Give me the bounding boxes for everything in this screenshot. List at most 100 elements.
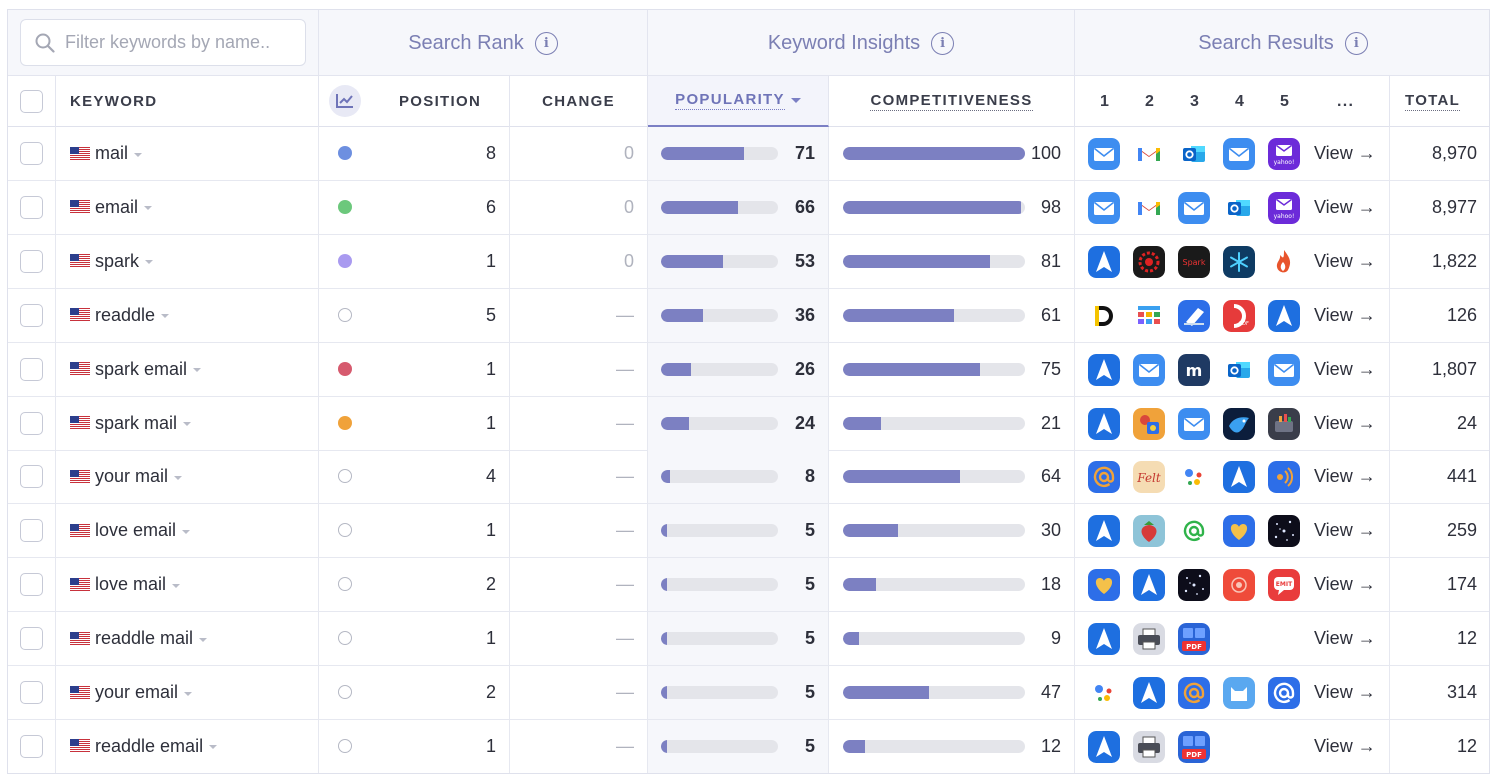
row-checkbox[interactable]	[20, 465, 43, 489]
rank-series-dot[interactable]	[338, 738, 352, 753]
view-results-link[interactable]: View →	[1314, 196, 1376, 217]
rank-series-dot[interactable]	[338, 631, 352, 646]
rank-series-dot[interactable]	[338, 415, 352, 430]
bird-app-icon[interactable]	[1223, 407, 1255, 440]
row-checkbox[interactable]	[20, 195, 43, 219]
keyword-dropdown[interactable]: readdle mail	[70, 628, 208, 649]
mail-app-icon[interactable]	[1223, 138, 1255, 170]
keyword-dropdown[interactable]: your mail	[70, 466, 183, 487]
mail-app-icon[interactable]	[1133, 353, 1165, 386]
rank-series-dot[interactable]	[338, 469, 352, 484]
rank-series-dot[interactable]	[338, 577, 352, 592]
popularity-column-header[interactable]: POPULARITY	[648, 76, 829, 127]
outlook-app-icon[interactable]	[1223, 353, 1255, 386]
mail-app-icon[interactable]	[1178, 191, 1210, 224]
at-sign-app-icon[interactable]	[1088, 461, 1120, 494]
cat-app-icon[interactable]	[1223, 677, 1255, 709]
rank-series-dot[interactable]	[338, 685, 352, 699]
total-column-header[interactable]: TOTAL	[1390, 76, 1489, 127]
info-icon[interactable]: i	[1344, 31, 1368, 55]
row-checkbox[interactable]	[20, 303, 43, 327]
yahoo-mail-app-icon[interactable]: yahoo!	[1268, 138, 1300, 170]
snowflake-app-icon[interactable]	[1223, 245, 1255, 278]
spark-app-icon[interactable]	[1133, 677, 1165, 709]
rank-series-dot[interactable]	[338, 199, 352, 214]
gmail-app-icon[interactable]	[1133, 191, 1165, 224]
row-checkbox[interactable]	[20, 573, 43, 597]
view-results-link[interactable]: View →	[1314, 250, 1376, 271]
calendar-app-icon[interactable]	[1133, 299, 1165, 332]
view-results-link[interactable]: View →	[1314, 735, 1376, 756]
m-app-icon[interactable]: m	[1178, 353, 1210, 386]
keyword-dropdown[interactable]: love email	[70, 520, 191, 541]
spark-app-icon[interactable]	[1088, 353, 1120, 386]
row-checkbox[interactable]	[20, 519, 43, 543]
scanner-app-icon[interactable]	[1178, 299, 1210, 332]
at-sign-app-icon[interactable]	[1178, 677, 1210, 709]
view-results-link[interactable]: View →	[1314, 466, 1376, 487]
row-checkbox[interactable]	[20, 627, 43, 651]
mail-app-icon[interactable]	[1088, 191, 1120, 224]
rank-series-dot[interactable]	[338, 361, 352, 376]
view-results-link[interactable]: View →	[1314, 574, 1376, 595]
green-at-app-icon[interactable]	[1178, 515, 1210, 548]
row-checkbox[interactable]	[20, 681, 43, 704]
position-column-header[interactable]: POSITION	[319, 76, 510, 127]
keyword-dropdown[interactable]: your email	[70, 682, 193, 703]
keyword-dropdown[interactable]: spark mail	[70, 413, 192, 434]
printer-app-icon[interactable]	[1133, 623, 1165, 656]
spark-text-app-icon[interactable]: Spark	[1178, 245, 1210, 278]
game-app-icon[interactable]	[1133, 407, 1165, 440]
outlook-app-icon[interactable]	[1223, 191, 1255, 224]
strawberry-app-icon[interactable]	[1133, 515, 1165, 548]
spark-app-icon[interactable]	[1088, 623, 1120, 656]
spark-app-icon[interactable]	[1223, 461, 1255, 494]
gmail-app-icon[interactable]	[1133, 138, 1165, 170]
signal-app-icon[interactable]	[1268, 461, 1300, 494]
chat-bubble-app-icon[interactable]: EMIT	[1268, 569, 1300, 602]
keyword-dropdown[interactable]: spark email	[70, 359, 202, 380]
pdf-app-icon[interactable]: PDF	[1178, 623, 1210, 656]
keyword-dropdown[interactable]: love mail	[70, 574, 181, 595]
keyword-dropdown[interactable]: readdle email	[70, 736, 218, 757]
mail-app-icon[interactable]	[1088, 138, 1120, 170]
felt-app-icon[interactable]: Felt	[1133, 461, 1165, 494]
mail-app-icon[interactable]	[1178, 407, 1210, 440]
spark-app-icon[interactable]	[1088, 730, 1120, 763]
info-icon[interactable]: i	[931, 31, 955, 55]
red-pattern-app-icon[interactable]	[1223, 569, 1255, 602]
red-circle-app-icon[interactable]	[1133, 245, 1165, 278]
rank-chart-button[interactable]	[329, 85, 361, 117]
keyword-dropdown[interactable]: mail	[70, 143, 143, 164]
rank-series-dot[interactable]	[338, 146, 352, 160]
toolbox-app-icon[interactable]	[1268, 407, 1300, 440]
keyword-column-header[interactable]: KEYWORD	[56, 76, 319, 127]
blue-at-app-icon[interactable]	[1268, 677, 1300, 709]
assistant-app-icon[interactable]	[1088, 677, 1120, 709]
row-checkbox[interactable]	[20, 357, 43, 381]
view-results-link[interactable]: View →	[1314, 412, 1376, 433]
view-results-link[interactable]: View →	[1314, 520, 1376, 541]
row-checkbox[interactable]	[20, 734, 43, 758]
row-checkbox[interactable]	[20, 249, 43, 273]
keyword-filter-box[interactable]	[20, 19, 306, 66]
change-column-header[interactable]: CHANGE	[510, 76, 648, 127]
spark-app-icon[interactable]	[1133, 569, 1165, 602]
yahoo-mail-app-icon[interactable]: yahoo!	[1268, 191, 1300, 224]
documents-app-icon[interactable]	[1088, 299, 1120, 332]
info-icon[interactable]: i	[534, 31, 558, 55]
keyword-filter-input[interactable]	[65, 32, 295, 53]
rank-series-dot[interactable]	[338, 523, 352, 538]
mail-app-icon[interactable]	[1268, 353, 1300, 386]
pdf-expert-app-icon[interactable]: PDF	[1223, 299, 1255, 332]
view-results-link[interactable]: View →	[1314, 143, 1376, 163]
view-results-link[interactable]: View →	[1314, 304, 1376, 325]
starry-app-icon[interactable]	[1178, 569, 1210, 602]
spark-app-icon[interactable]	[1088, 407, 1120, 440]
view-results-link[interactable]: View →	[1314, 358, 1376, 379]
spark-app-icon[interactable]	[1268, 299, 1300, 332]
heart-app-icon[interactable]	[1223, 515, 1255, 548]
heart-app-icon[interactable]	[1088, 569, 1120, 602]
row-checkbox[interactable]	[20, 411, 43, 435]
starry-app-icon[interactable]	[1268, 515, 1300, 548]
